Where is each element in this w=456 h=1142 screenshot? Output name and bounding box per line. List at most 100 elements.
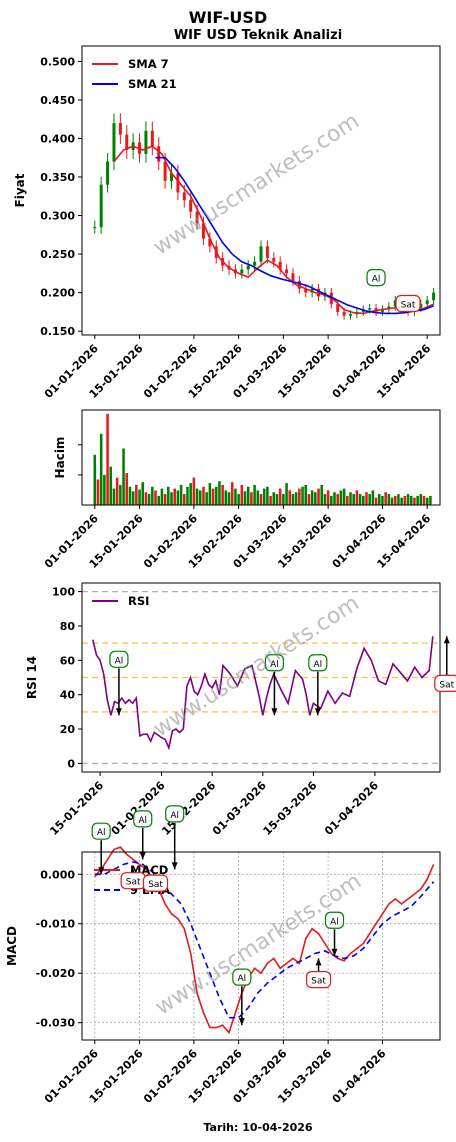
price-candle-body — [112, 123, 116, 162]
volume-bar — [387, 494, 391, 505]
price-candle-body — [291, 273, 295, 282]
volume-bar — [298, 488, 301, 505]
price-ytick-label: 0.350 — [40, 171, 75, 184]
price-frame — [81, 45, 441, 336]
price-candle-body — [380, 309, 384, 312]
price-candle-body — [93, 227, 97, 229]
price-candle-body — [419, 304, 423, 309]
volume-bar — [183, 494, 186, 505]
volume-bar — [128, 486, 132, 505]
price-candle-body — [182, 192, 186, 201]
volume-frame — [81, 409, 441, 506]
volume-bar — [352, 494, 355, 505]
price-ytick-label: 0.400 — [40, 132, 75, 145]
rsi-annotation-box — [434, 674, 456, 692]
macd-series-1 — [94, 861, 435, 1019]
volume-bar — [310, 490, 314, 505]
volume-bar — [205, 492, 208, 505]
volume-bar — [167, 486, 170, 505]
volume-bar — [288, 490, 292, 505]
price-candle-body — [393, 300, 397, 307]
volume-bar — [368, 494, 371, 505]
volume-bar — [115, 477, 119, 505]
price-candle-body — [272, 257, 276, 262]
price-ytick-label: 0.250 — [40, 248, 75, 261]
volume-bar — [198, 490, 202, 505]
price-candle-body — [144, 130, 148, 154]
volume-bar — [125, 473, 129, 505]
volume-bar — [393, 495, 397, 505]
macd-annotation-box — [133, 810, 153, 828]
rsi-annotation-box — [264, 654, 285, 672]
price-series-1 — [155, 156, 434, 315]
price-candle-body — [150, 130, 154, 147]
price-candle-body — [163, 161, 167, 181]
volume-bar — [406, 494, 410, 505]
rsi-annotation-box — [308, 654, 328, 672]
volume-bar — [234, 488, 237, 505]
volume-bar — [362, 495, 365, 505]
volume-bar — [314, 492, 317, 505]
macd-annotation-arrowhead — [238, 1018, 245, 1026]
price-annotation-box — [366, 269, 386, 287]
price-annotation-label: Sat — [401, 300, 416, 310]
price-ytick-label: 0.450 — [40, 94, 75, 107]
macd-annotation-label: Al — [330, 917, 339, 927]
volume-bar — [269, 495, 272, 505]
volume-bar — [413, 497, 416, 505]
price-ytick-label: 0.300 — [40, 210, 75, 223]
rsi-annotation-label: Al — [313, 660, 322, 670]
rsi-ylabel: RSI 14 — [25, 656, 39, 699]
volume-bar — [262, 488, 266, 505]
rsi-annotation-arrowhead — [271, 708, 278, 716]
volume-bar — [170, 492, 173, 505]
macd-annotation-arrowhead — [139, 852, 146, 860]
price-legend-label: SMA 21 — [128, 77, 177, 91]
price-candle-body — [297, 281, 301, 289]
rsi-xtick-label: 01-04-2026 — [322, 779, 381, 838]
macd-annotation-box — [91, 822, 111, 840]
watermark: www.uscmarkets.com — [149, 591, 364, 743]
rsi-annotation-label: Sat — [439, 680, 454, 690]
volume-bar — [301, 486, 304, 505]
macd-annotation-box — [324, 911, 345, 929]
macd-ylabel: MACD — [5, 926, 19, 966]
volume-bar — [381, 495, 384, 505]
volume-bar — [333, 492, 336, 505]
volume-bar — [419, 494, 423, 505]
volume-bar — [176, 490, 180, 505]
macd-annotation-box — [232, 968, 252, 986]
macd-ytick-label: -0.020 — [36, 967, 76, 980]
rsi-annotation-arrowhead — [443, 636, 450, 644]
price-ylabel: Fiyat — [13, 173, 27, 207]
volume-bar — [282, 494, 285, 505]
volume-bar — [96, 479, 100, 505]
price-legend-label: SMA 7 — [128, 57, 169, 71]
volume-bar — [163, 494, 167, 505]
macd-annotation-label: Sat — [126, 878, 141, 888]
price-candle-body — [99, 184, 103, 228]
volume-bar — [349, 492, 352, 505]
price-candle-body — [432, 292, 436, 301]
volume-bar — [138, 489, 141, 505]
rsi-series-0 — [92, 636, 434, 751]
macd-annotation-box — [165, 805, 185, 823]
volume-bar — [358, 494, 362, 505]
volume-bar — [214, 486, 218, 505]
macd-ytick-label: -0.030 — [36, 1017, 76, 1030]
price-candle-body — [157, 146, 161, 162]
volume-bar — [253, 484, 256, 505]
volume-bar — [192, 477, 196, 505]
price-candle-body — [208, 238, 212, 247]
volume-bar — [144, 492, 148, 505]
volume-bar — [208, 483, 212, 505]
price-candle-body — [278, 261, 282, 270]
volume-bar — [99, 433, 103, 505]
price-candle-body — [425, 300, 429, 305]
volume-bar — [320, 484, 324, 505]
macd-frame — [81, 851, 441, 1041]
volume-bar — [275, 494, 279, 505]
volume-bar — [141, 482, 145, 505]
volume-bar — [285, 483, 288, 505]
price-series-0 — [113, 145, 434, 315]
